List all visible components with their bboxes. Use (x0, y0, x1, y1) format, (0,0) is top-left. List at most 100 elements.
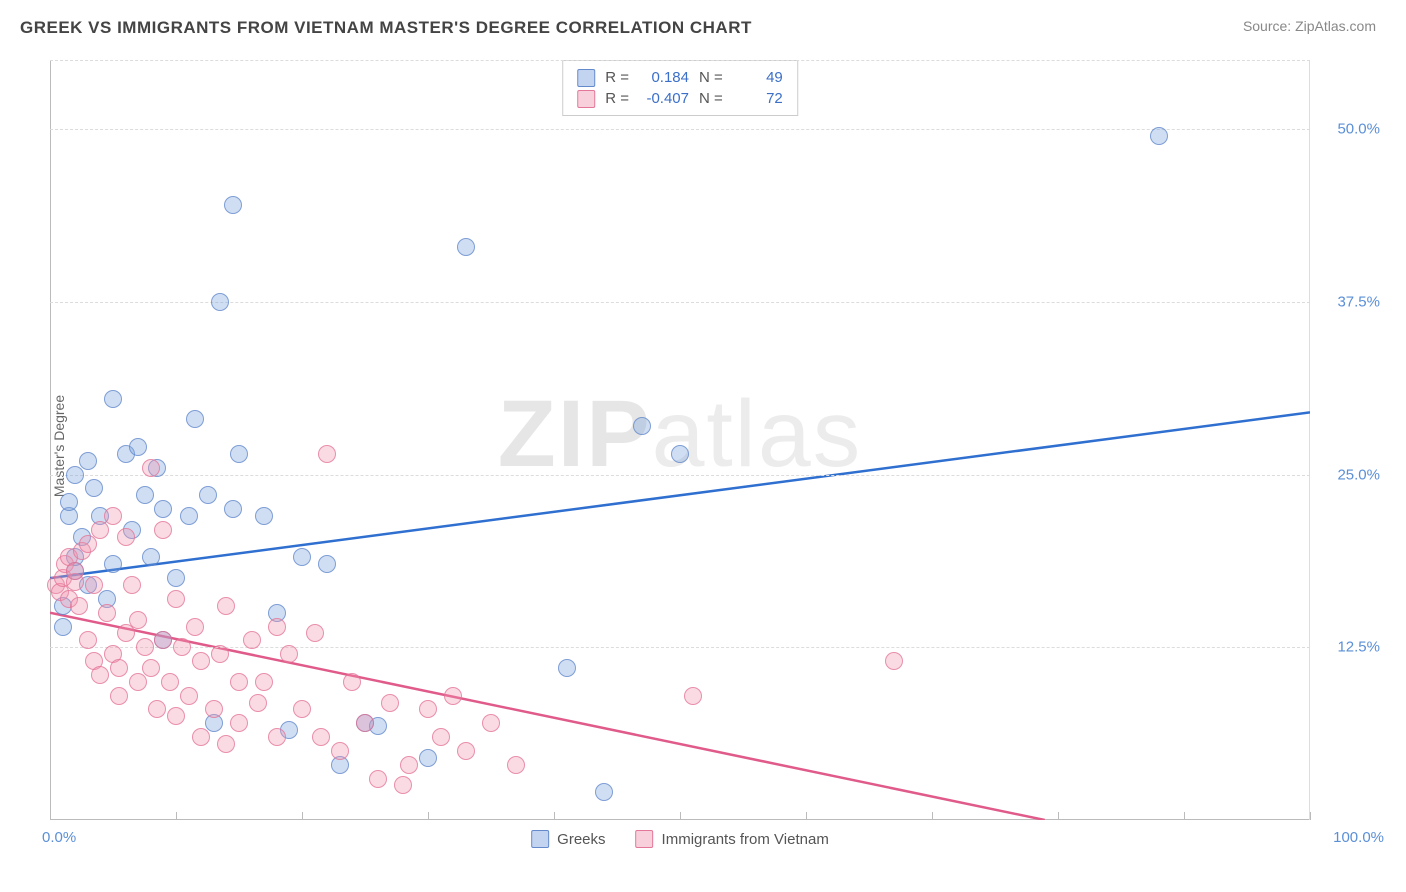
gridline (50, 475, 1310, 476)
data-point (110, 659, 128, 677)
data-point (684, 687, 702, 705)
data-point (167, 707, 185, 725)
data-point (60, 493, 78, 511)
x-axis-tick (554, 812, 555, 820)
data-point (85, 576, 103, 594)
data-point (161, 673, 179, 691)
data-point (66, 466, 84, 484)
data-point (167, 590, 185, 608)
data-point (419, 749, 437, 767)
n-label: N = (699, 67, 723, 88)
y-axis-line (50, 60, 51, 820)
data-point (457, 238, 475, 256)
x-axis-tick (1184, 812, 1185, 820)
data-point (180, 687, 198, 705)
x-axis-tick (176, 812, 177, 820)
chart-title: GREEK VS IMMIGRANTS FROM VIETNAM MASTER'… (20, 18, 752, 38)
x-tick-max: 100.0% (1333, 829, 1384, 846)
data-point (54, 618, 72, 636)
r-value-greeks: 0.184 (639, 67, 689, 88)
source-prefix: Source: (1243, 18, 1291, 34)
data-point (91, 521, 109, 539)
data-point (457, 742, 475, 760)
data-point (419, 700, 437, 718)
chart-container: GREEK VS IMMIGRANTS FROM VIETNAM MASTER'… (0, 0, 1406, 892)
data-point (633, 417, 651, 435)
data-point (356, 714, 374, 732)
data-point (173, 638, 191, 656)
data-point (79, 452, 97, 470)
watermark-thin: atlas (652, 381, 863, 487)
data-point (306, 624, 324, 642)
data-point (66, 562, 84, 580)
data-point (70, 597, 88, 615)
data-point (98, 604, 116, 622)
data-point (318, 555, 336, 573)
x-tick-min: 0.0% (42, 829, 76, 846)
data-point (381, 694, 399, 712)
y-tick-label: 37.5% (1337, 293, 1380, 310)
data-point (142, 659, 160, 677)
trend-line (50, 412, 1310, 578)
swatch-blue (531, 830, 549, 848)
legend-row-greeks: R = 0.184 N = 49 (577, 67, 783, 88)
legend-label-vietnam: Immigrants from Vietnam (662, 831, 829, 848)
data-point (154, 500, 172, 518)
data-point (180, 507, 198, 525)
swatch-pink (636, 830, 654, 848)
y-tick-label: 50.0% (1337, 121, 1380, 138)
data-point (230, 445, 248, 463)
data-point (268, 618, 286, 636)
r-label: R = (605, 88, 629, 109)
data-point (148, 700, 166, 718)
data-point (217, 735, 235, 753)
x-axis-tick (428, 812, 429, 820)
data-point (369, 770, 387, 788)
data-point (136, 638, 154, 656)
data-point (224, 196, 242, 214)
data-point (1150, 127, 1168, 145)
r-label: R = (605, 67, 629, 88)
plot-area: ZIPatlas R = 0.184 N = 49 R = -0.407 N =… (50, 60, 1310, 820)
trend-line (50, 613, 1045, 820)
data-point (343, 673, 361, 691)
n-value-vietnam: 72 (733, 88, 783, 109)
data-point (318, 445, 336, 463)
data-point (142, 548, 160, 566)
x-axis-tick (302, 812, 303, 820)
data-point (129, 611, 147, 629)
data-point (199, 486, 217, 504)
data-point (243, 631, 261, 649)
x-axis-tick (50, 812, 51, 820)
r-value-vietnam: -0.407 (639, 88, 689, 109)
gridline (50, 60, 1310, 61)
correlation-legend: R = 0.184 N = 49 R = -0.407 N = 72 (562, 60, 798, 116)
x-axis-tick (932, 812, 933, 820)
data-point (558, 659, 576, 677)
data-point (104, 555, 122, 573)
data-point (136, 486, 154, 504)
data-point (117, 624, 135, 642)
right-axis-line (1309, 60, 1310, 820)
swatch-blue (577, 69, 595, 87)
data-point (268, 728, 286, 746)
data-point (205, 700, 223, 718)
data-point (293, 548, 311, 566)
gridline (50, 129, 1310, 130)
gridline (50, 647, 1310, 648)
data-point (224, 500, 242, 518)
data-point (91, 666, 109, 684)
n-value-greeks: 49 (733, 67, 783, 88)
data-point (507, 756, 525, 774)
source-attribution: Source: ZipAtlas.com (1243, 18, 1376, 34)
data-point (249, 694, 267, 712)
series-legend: Greeks Immigrants from Vietnam (531, 830, 829, 848)
data-point (79, 535, 97, 553)
watermark-bold: ZIP (498, 381, 652, 487)
data-point (280, 645, 298, 663)
legend-item-greeks: Greeks (531, 830, 605, 848)
data-point (432, 728, 450, 746)
data-point (211, 645, 229, 663)
data-point (110, 687, 128, 705)
source-link[interactable]: ZipAtlas.com (1295, 18, 1376, 34)
